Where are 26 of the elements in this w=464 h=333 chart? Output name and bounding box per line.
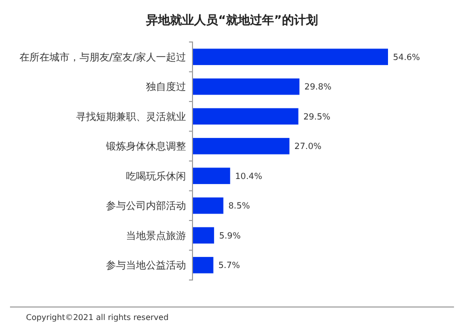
bar xyxy=(193,48,388,66)
data-label: 54.6% xyxy=(393,52,420,63)
data-label: 5.7% xyxy=(218,261,240,272)
bar xyxy=(193,197,224,214)
bar xyxy=(193,256,214,274)
y-tick-label: 参与当地公益活动 xyxy=(106,260,186,272)
y-tick-label: 参与公司内部活动 xyxy=(106,200,186,212)
data-label: 8.5% xyxy=(228,202,250,212)
bar xyxy=(193,138,290,154)
data-label: 5.9% xyxy=(219,231,241,242)
text: Copyright©2021 all rights reserved xyxy=(26,313,169,322)
y-tick-label: 独自度过 xyxy=(146,81,186,94)
y-tick-label: 在所在城市，与朋友/室友/家人一起过 xyxy=(19,51,186,64)
data-label: 10.4% xyxy=(235,172,262,182)
chart-title: 异地就业人员“就地过年”的计划 xyxy=(145,13,318,27)
bar xyxy=(193,227,214,244)
y-tick-label: 当地景点旅游 xyxy=(126,230,186,242)
data-label: 29.5% xyxy=(303,112,330,122)
data-label: 27.0% xyxy=(294,142,322,152)
y-tick-label: 吃喝玩乐休闲 xyxy=(126,170,186,182)
bar xyxy=(193,78,300,95)
y-tick-label: 寻找短期兼职、灵活就业 xyxy=(76,110,186,123)
bar xyxy=(193,108,298,125)
data-label: 29.8% xyxy=(304,82,332,93)
bar xyxy=(193,168,230,184)
y-tick-label: 锻炼身体休息调整 xyxy=(105,140,186,153)
